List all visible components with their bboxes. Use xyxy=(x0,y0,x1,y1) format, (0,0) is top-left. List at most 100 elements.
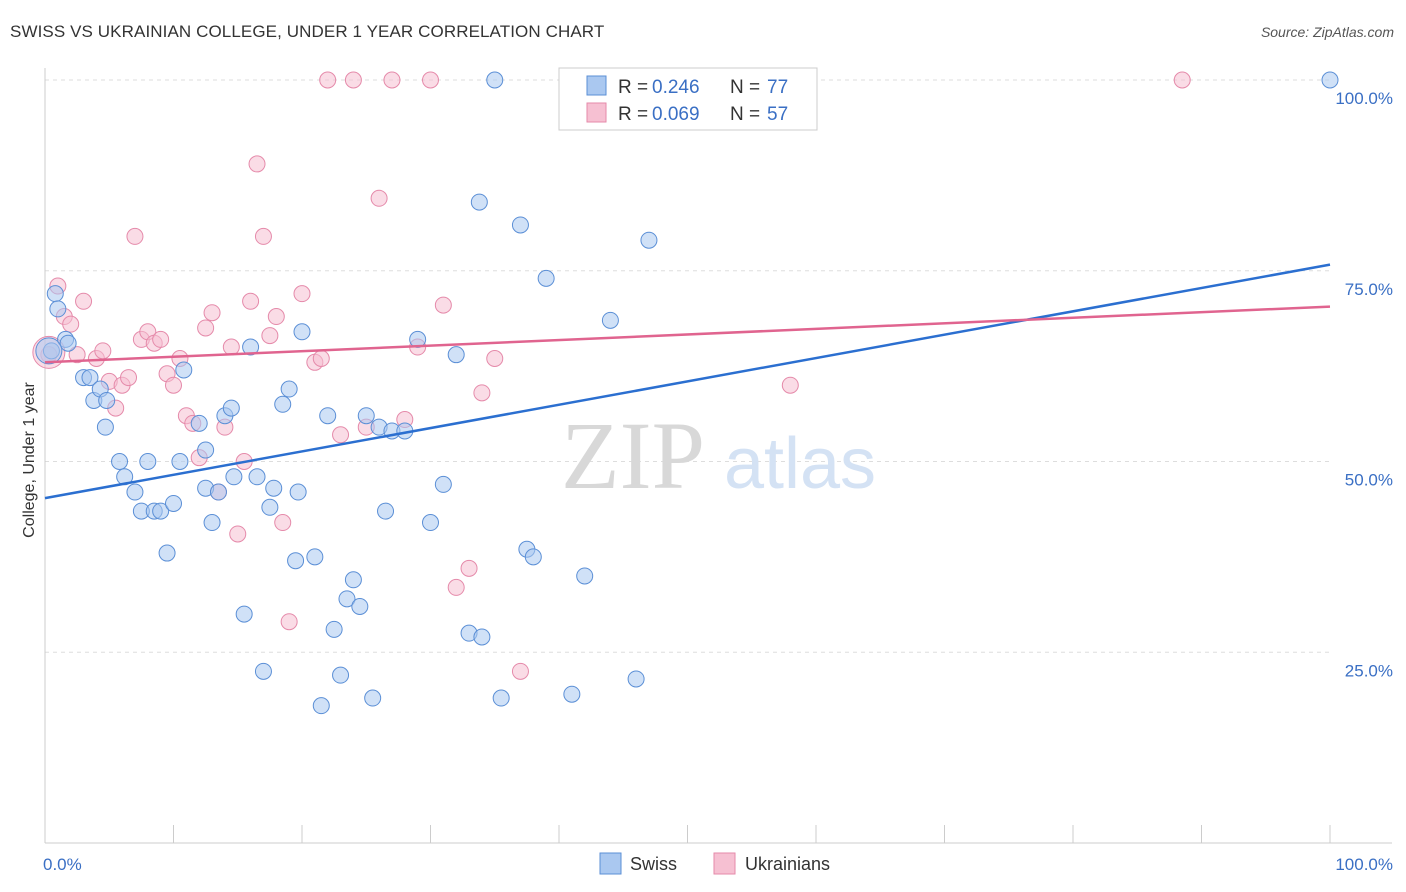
bottom-legend-swatch-swiss xyxy=(599,852,622,875)
swiss-point-58 xyxy=(447,346,465,364)
swiss-point-61 xyxy=(473,628,491,646)
y-tick-label-3: 100.0% xyxy=(1335,89,1393,108)
swiss-point-20 xyxy=(171,453,189,470)
ukrainians-point-32 xyxy=(254,227,272,245)
legend-swatch-ukrainians xyxy=(586,102,607,123)
swiss-point-19 xyxy=(165,494,182,512)
swiss-point-33 xyxy=(254,662,272,680)
ukrainians-point-37 xyxy=(293,285,311,303)
swiss-point-4 xyxy=(59,334,77,352)
ukrainians-point-28 xyxy=(229,525,247,543)
ukrainians-point-50 xyxy=(447,578,465,596)
swiss-point-25 xyxy=(203,514,221,532)
ukrainians-trend-line xyxy=(44,305,1331,364)
series-legend: Swiss Ukrainians xyxy=(599,852,830,875)
swiss-point-49 xyxy=(357,407,375,425)
swiss-point-41 xyxy=(306,548,324,566)
chart-title: SWISS VS UKRAINIAN COLLEGE, UNDER 1 YEAR… xyxy=(10,22,605,41)
bottom-legend-label-ukrainians: Ukrainians xyxy=(745,854,830,874)
legend-n-label-swiss: N = xyxy=(730,77,760,98)
swiss-point-11 xyxy=(111,453,129,470)
swiss-point-21 xyxy=(175,361,193,379)
swiss-point-47 xyxy=(344,571,362,589)
ukrainians-point-44 xyxy=(370,189,388,207)
ukrainians-point-27 xyxy=(222,338,240,356)
ukrainians-point-51 xyxy=(460,559,478,577)
swiss-point-70 xyxy=(601,311,619,329)
swiss-point-13 xyxy=(126,483,144,501)
ukrainians-point-49 xyxy=(434,296,452,314)
swiss-point-10 xyxy=(96,418,114,436)
tick-labels: 25.0% 50.0% 75.0% 100.0% 0.0% 100.0% xyxy=(43,89,1393,874)
swiss-point-37 xyxy=(280,380,298,398)
swiss-point-57 xyxy=(434,475,452,493)
ukrainians-point-41 xyxy=(332,426,350,444)
swiss-point-43 xyxy=(319,407,337,425)
swiss-point-31 xyxy=(242,338,260,356)
ukrainians-point-5 xyxy=(75,292,93,310)
legend-r-value-ukrainians: 0.069 xyxy=(652,104,700,125)
series-swiss-points xyxy=(35,71,1339,715)
legend-n-value-swiss: 77 xyxy=(767,77,788,98)
watermark-zip: ZIP xyxy=(561,402,705,509)
swiss-point-28 xyxy=(222,399,240,417)
swiss-point-63 xyxy=(492,689,510,707)
swiss-point-36 xyxy=(274,395,292,413)
swiss-point-42 xyxy=(312,697,330,715)
swiss-point-62 xyxy=(486,71,504,89)
ukrainians-point-24 xyxy=(203,304,221,322)
legend-n-label-ukrainians: N = xyxy=(730,104,760,125)
swiss-point-73 xyxy=(1321,71,1339,89)
watermark: ZIP atlas xyxy=(561,402,876,509)
swiss-point-67 xyxy=(537,269,555,287)
swiss-trend-line xyxy=(44,263,1331,500)
swiss-point-22 xyxy=(197,441,215,459)
ukrainians-point-55 xyxy=(781,376,799,394)
ukrainians-point-12 xyxy=(126,227,144,245)
source-credit: Source: ZipAtlas.com xyxy=(1260,24,1394,40)
swiss-point-17 xyxy=(152,502,170,520)
ukrainians-point-3 xyxy=(62,315,80,333)
swiss-point-66 xyxy=(524,548,542,566)
swiss-point-69 xyxy=(576,567,594,585)
series-ukrainians-points xyxy=(32,71,1191,680)
swiss-point-38 xyxy=(287,552,305,570)
ukrainians-point-39 xyxy=(312,349,330,367)
ukrainians-point-54 xyxy=(511,662,529,680)
ukrainians-point-18 xyxy=(165,376,182,394)
correlation-legend: R = 0.246 N = 77 R = 0.069 N = 57 xyxy=(558,67,818,131)
swiss-point-18 xyxy=(158,544,176,562)
ukrainians-point-48 xyxy=(422,71,439,89)
swiss-point-15 xyxy=(139,453,157,470)
ukrainians-point-53 xyxy=(486,349,504,367)
ukrainians-point-7 xyxy=(94,342,112,360)
swiss-point-29 xyxy=(225,468,243,486)
axes xyxy=(44,68,1392,844)
legend-r-value-swiss: 0.246 xyxy=(652,77,700,98)
ukrainians-point-56 xyxy=(1173,71,1191,89)
swiss-point-68 xyxy=(563,685,581,703)
swiss-point-72 xyxy=(640,231,658,249)
swiss-point-50 xyxy=(364,689,382,707)
legend-n-value-ukrainians: 57 xyxy=(767,104,788,125)
swiss-point-1 xyxy=(46,285,64,303)
bottom-legend-label-swiss: Swiss xyxy=(630,854,677,874)
ukrainians-point-34 xyxy=(267,308,285,326)
ukrainians-point-33 xyxy=(261,327,279,345)
swiss-point-40 xyxy=(293,323,311,341)
swiss-point-34 xyxy=(261,498,279,516)
swiss-point-56 xyxy=(422,514,439,532)
x-tick-label-1: 100.0% xyxy=(1335,855,1393,874)
swiss-point-46 xyxy=(338,590,356,608)
swiss-point-48 xyxy=(351,597,369,615)
ukrainians-point-42 xyxy=(344,71,362,89)
swiss-point-55 xyxy=(409,330,427,348)
swiss-point-6 xyxy=(81,369,99,387)
ukrainians-point-40 xyxy=(319,71,337,89)
ukrainians-point-35 xyxy=(274,514,292,532)
grid xyxy=(45,79,1330,653)
swiss-point-52 xyxy=(377,502,395,520)
swiss-point-44 xyxy=(325,620,343,638)
watermark-atlas: atlas xyxy=(724,424,876,504)
